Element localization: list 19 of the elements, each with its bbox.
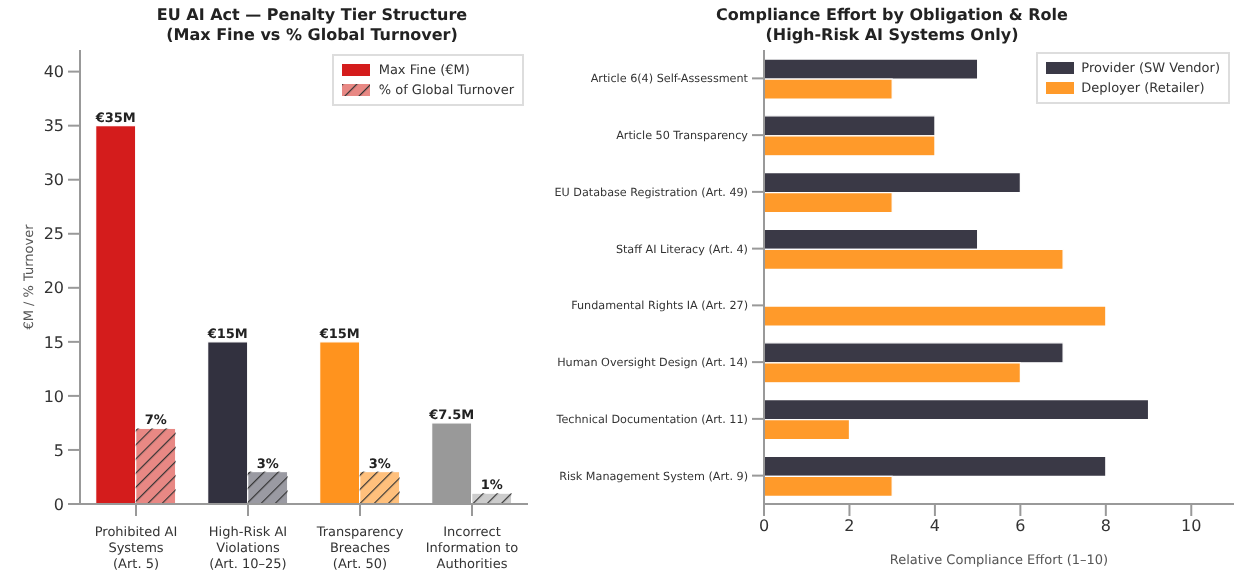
x-tick-label: 4 (929, 517, 940, 536)
y-tick-label: 40 (43, 63, 64, 82)
x-tick-label: 6 (1015, 517, 1026, 536)
x-tick-label: 0 (758, 517, 770, 536)
y-tick-label: 15 (43, 333, 64, 352)
x-tick-label: 10 (1181, 517, 1202, 536)
y-tick-label: 0 (53, 495, 64, 514)
y-tick-label: 25 (43, 225, 64, 244)
y-tick-label: 5 (53, 441, 64, 460)
bar (764, 305, 1107, 327)
y-tick-label: 35 (43, 117, 64, 136)
x-tick-label: 8 (1100, 517, 1111, 536)
y-tick-label: 10 (43, 387, 64, 406)
x-tick-label: 2 (844, 517, 855, 536)
y-tick-label: 30 (43, 171, 64, 190)
y-tick-label: 20 (43, 279, 64, 298)
chart-title: EU AI Act — Penalty Tier Structure (Max Fine vs % Global Turnover) (154, 6, 470, 46)
chart-title: Compliance Effort by Obligation & Role (High-Risk AI Systems Only) (714, 6, 1070, 46)
bar (95, 125, 137, 504)
